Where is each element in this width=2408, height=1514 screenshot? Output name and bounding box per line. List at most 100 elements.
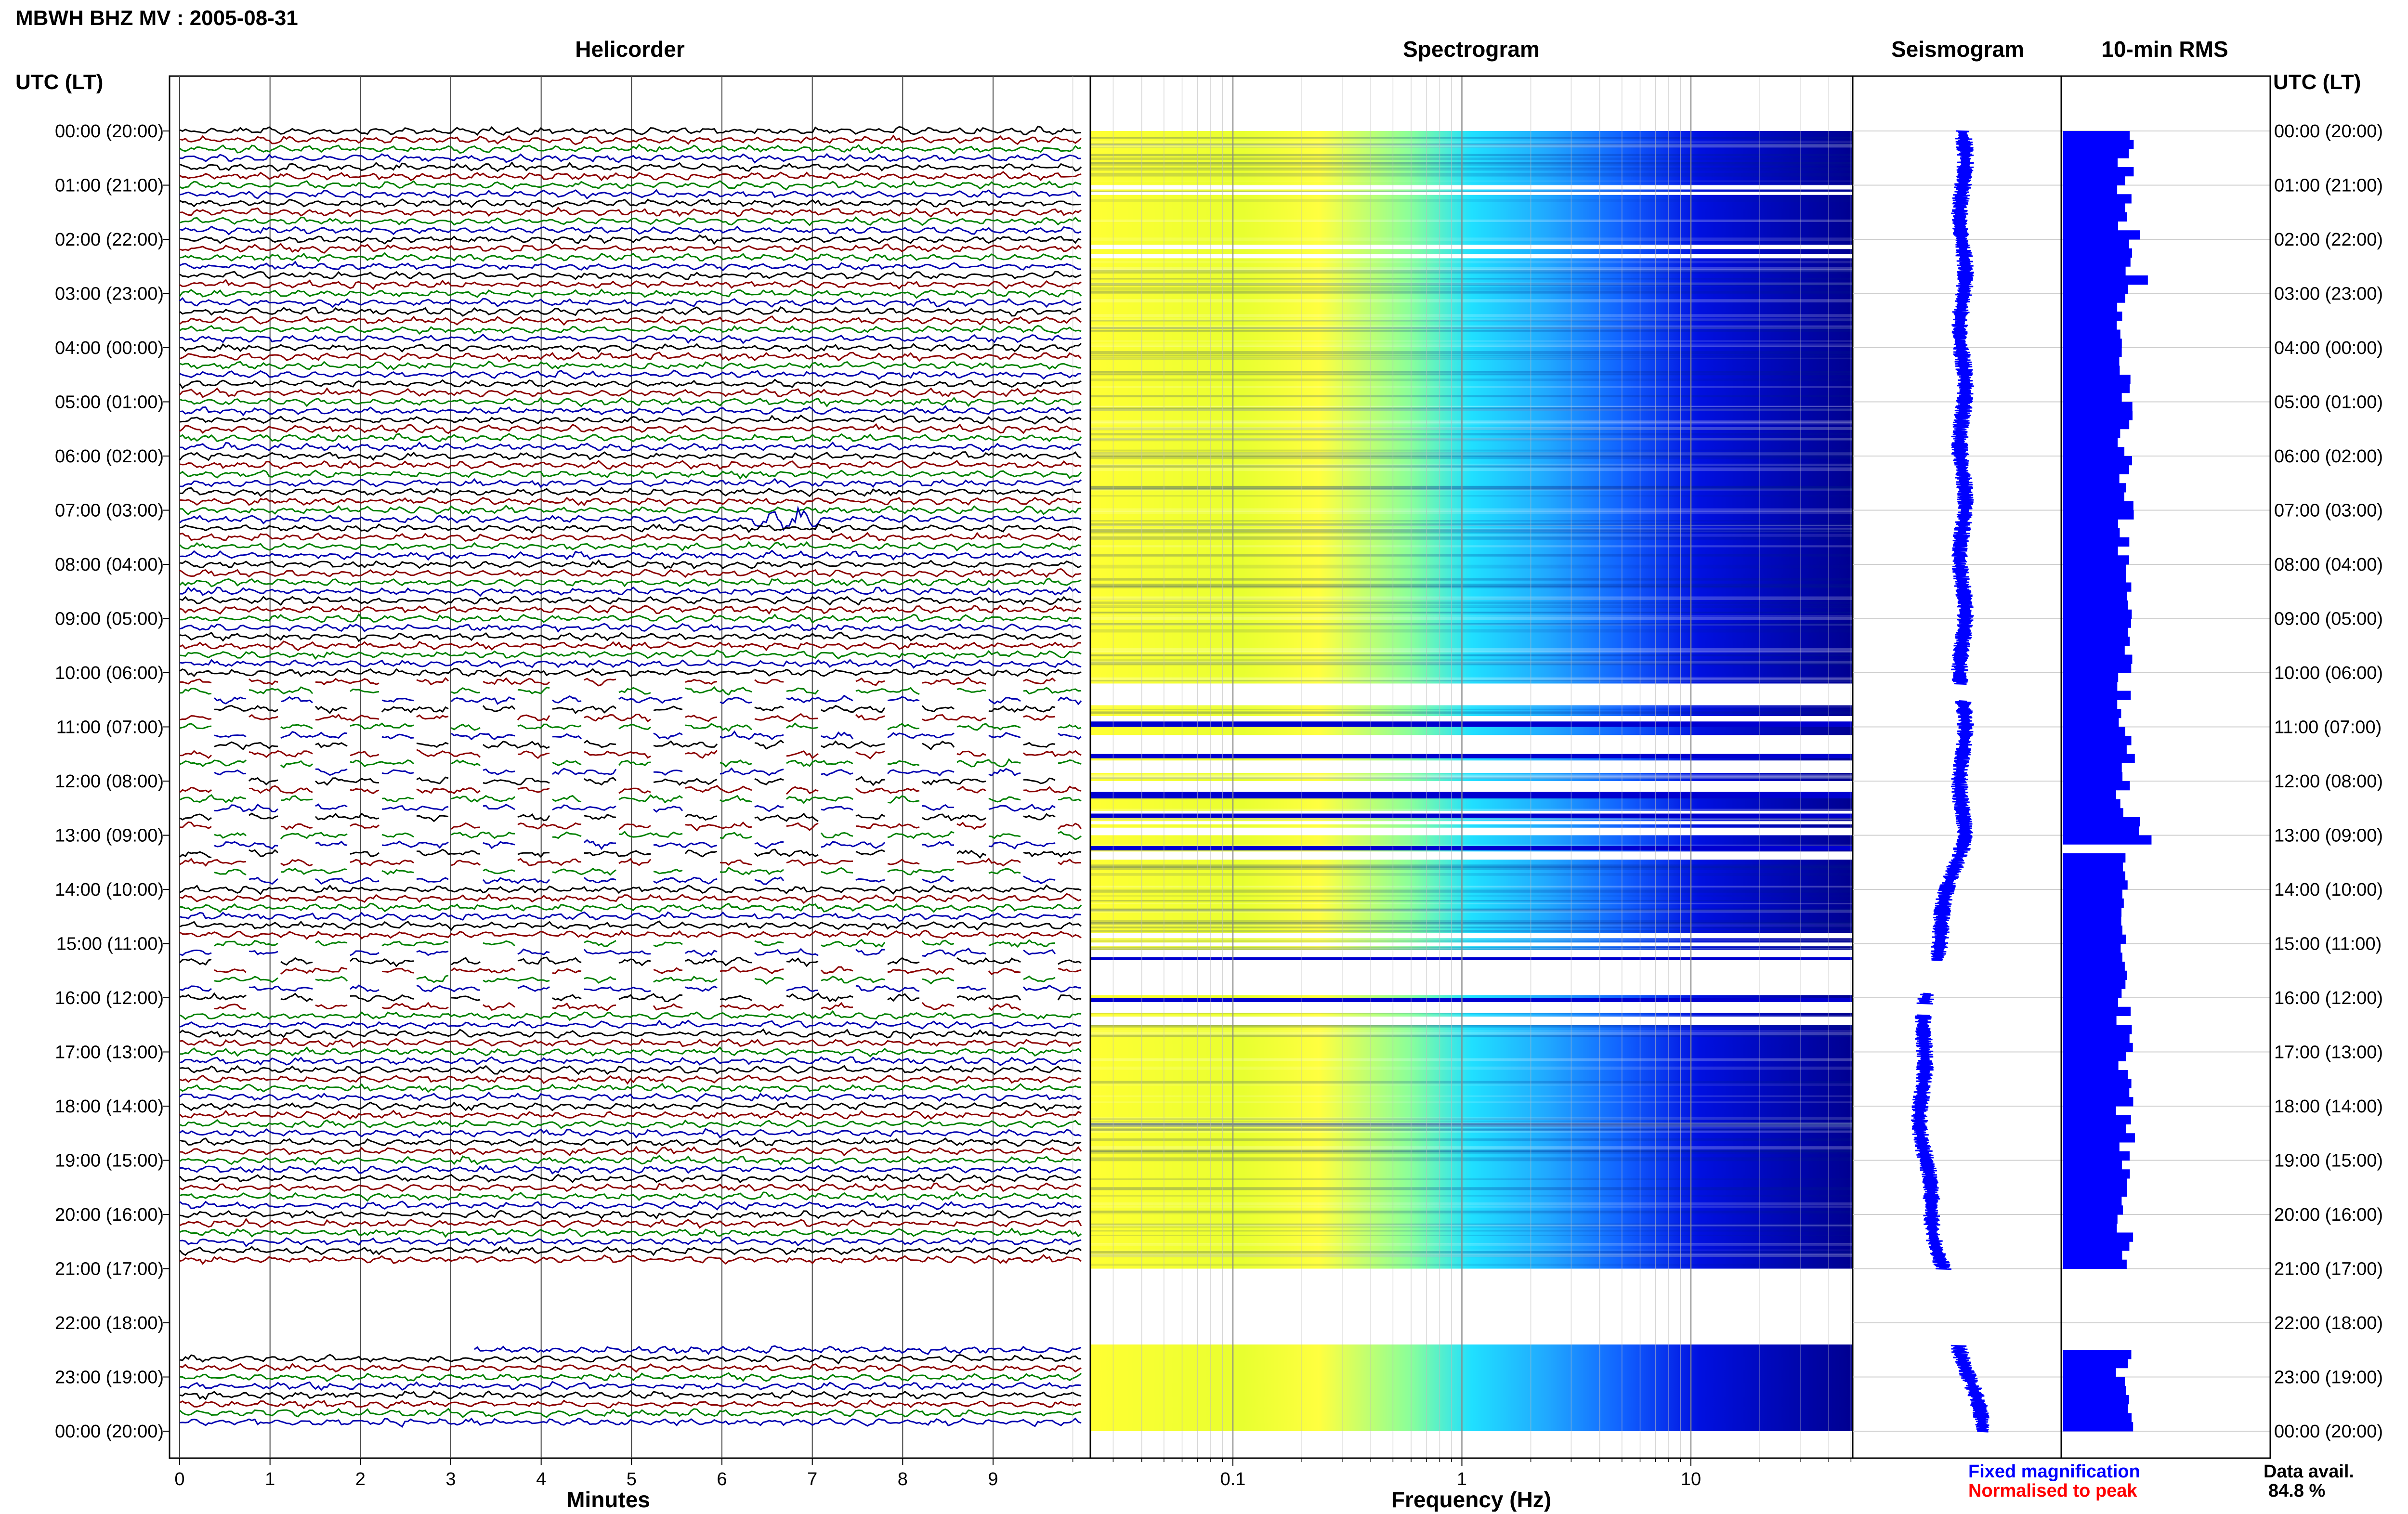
helicorder-trace: [179, 956, 1082, 967]
spectrogram-texture: [1090, 1149, 1853, 1152]
rms-bar: [2063, 221, 2118, 231]
spectrogram-texture: [1090, 648, 1853, 652]
hour-label-right: 17:00 (13:00): [2274, 1043, 2383, 1063]
spectrogram-band: [1090, 754, 1853, 758]
data-avail-label: Data avail.: [2264, 1462, 2354, 1482]
rms-bar: [2063, 1232, 2133, 1242]
hour-label-right: 07:00 (03:00): [2274, 501, 2383, 521]
legend-fixed-magnification: Fixed magnification: [1968, 1462, 2140, 1482]
helicorder-trace: [214, 975, 1056, 985]
spectrogram-texture: [1090, 1130, 1853, 1133]
rms-bar: [2063, 1006, 2131, 1016]
helicorder-trace: [179, 668, 1082, 678]
spectrogram-texture: [1090, 452, 1853, 456]
spectrogram-texture: [1090, 930, 1853, 933]
rms-bar: [2063, 1241, 2130, 1251]
spectrogram-texture: [1090, 678, 1853, 680]
minute-tick-label: 1: [265, 1469, 275, 1489]
spectrogram-texture: [1090, 1101, 1853, 1103]
rms-bar: [2063, 420, 2130, 430]
rms-bar: [2063, 564, 2126, 574]
spectrogram-band: [1090, 792, 1853, 798]
helicorder-trace: [179, 360, 1081, 371]
rms-bar: [2063, 1359, 2128, 1369]
spectrogram-texture: [1090, 612, 1853, 614]
spectrogram-texture: [1090, 378, 1853, 381]
hour-label-right: 20:00 (16:00): [2274, 1205, 2383, 1225]
rms-bar: [2063, 673, 2119, 682]
hour-label-right: 00:00 (20:00): [2274, 1422, 2383, 1442]
helicorder-trace: [179, 153, 1082, 164]
spectrogram-texture: [1090, 1210, 1853, 1214]
rms-bar: [2063, 637, 2130, 646]
spectrogram-texture: [1090, 1123, 1853, 1127]
rms-bar: [2063, 880, 2128, 890]
rms-bar: [2063, 709, 2121, 718]
spectrogram-texture: [1090, 1030, 1853, 1032]
spectrogram-texture: [1090, 809, 1853, 813]
spectrogram-texture: [1090, 395, 1853, 398]
rms-bar: [2063, 384, 2130, 393]
spectrogram-texture: [1090, 536, 1853, 540]
spectrogram-gap: [1090, 827, 1853, 835]
rms-bar: [2063, 519, 2118, 529]
spectrogram-texture: [1090, 651, 1853, 653]
rms-bar: [2063, 1169, 2130, 1179]
hour-label-left: 07:00 (03:00): [55, 501, 164, 521]
helicorder-trace: [179, 785, 1082, 795]
rms-bar: [2063, 1205, 2123, 1215]
rms-bar: [2063, 248, 2133, 258]
rms-bar: [2063, 609, 2132, 619]
helicorder-trace: [179, 405, 1082, 417]
spectrogram-texture: [1090, 422, 1853, 425]
helicorder-trace: [179, 1155, 1082, 1166]
spectrogram-texture: [1090, 1253, 1853, 1257]
helicorder-trace: [179, 387, 1082, 399]
helicorder-trace: [179, 1363, 1082, 1373]
minute-tick-label: 2: [355, 1469, 366, 1489]
rms-bar: [2063, 962, 2125, 971]
rms-bar: [2063, 474, 2120, 483]
helicorder-trace: [179, 1191, 1082, 1202]
helicorder-trace: [179, 1182, 1082, 1192]
spectrogram-band: [1090, 721, 1853, 727]
minute-tick-label: 9: [988, 1469, 998, 1489]
hour-label-right: 11:00 (07:00): [2274, 718, 2382, 738]
rms-bar: [2063, 654, 2133, 664]
spectrogram-texture: [1090, 267, 1853, 270]
rms-bar: [2063, 140, 2134, 149]
helicorder-trace: [179, 297, 1082, 308]
hour-label-left: 19:00 (15:00): [55, 1151, 164, 1171]
spectrogram-texture: [1090, 508, 1853, 512]
helicorder-trace: [179, 1390, 1082, 1400]
helicorder-trace: [180, 333, 1082, 344]
rms-bar: [2063, 1052, 2126, 1061]
hour-label-right: 10:00 (06:00): [2274, 663, 2383, 683]
helicorder-trace: [179, 325, 1082, 335]
spectrogram-texture: [1090, 940, 1853, 942]
helicorder-trace: [179, 234, 1082, 245]
spectrogram-texture: [1090, 711, 1853, 714]
rms-bar: [2063, 916, 2121, 926]
spectrogram-texture: [1090, 1202, 1853, 1205]
rms-bar: [2063, 429, 2120, 438]
spectrogram-texture: [1090, 270, 1853, 274]
spectrogram-texture: [1090, 1122, 1853, 1127]
helicorder-trace: [179, 686, 1082, 696]
spectrogram-texture: [1090, 1121, 1853, 1122]
spectrogram-texture: [1090, 144, 1853, 145]
spectrogram-texture: [1090, 427, 1853, 431]
helicorder-trace: [179, 1028, 1082, 1040]
spectrogram-gap: [1090, 245, 1853, 249]
spectrogram-texture: [1090, 530, 1853, 533]
helicorder-trace: [179, 1245, 1082, 1256]
hour-label-left: 21:00 (17:00): [55, 1259, 164, 1279]
rms-bar: [2063, 826, 2139, 835]
legend-normalised-to-peak: Normalised to peak: [1968, 1481, 2137, 1501]
helicorder-trace: [179, 532, 1082, 543]
spectrogram-texture: [1090, 545, 1853, 548]
spectrogram-texture: [1090, 1264, 1853, 1266]
spectrogram-texture: [1090, 678, 1853, 679]
spectrogram-texture: [1090, 1157, 1853, 1162]
spectrogram-texture: [1090, 586, 1853, 588]
